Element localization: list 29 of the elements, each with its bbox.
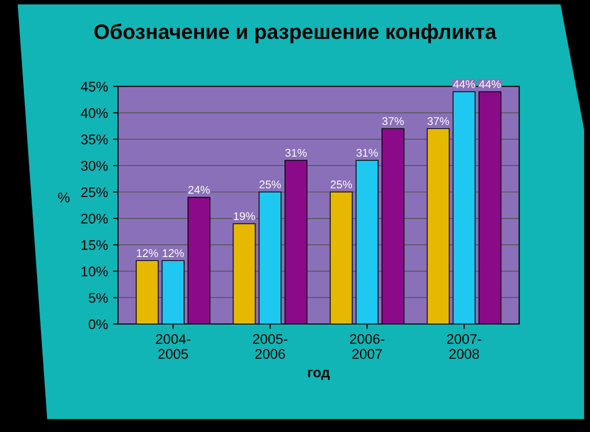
y-tick-label: 35% [81, 134, 108, 144]
y-axis-title: % [58, 192, 70, 202]
x-tick-label: 2004- 2005 [156, 334, 190, 359]
y-tick-label: 5% [88, 292, 108, 303]
data-label: 37% [382, 117, 404, 126]
y-tick-label: 10% [82, 266, 108, 276]
y-tick-label: 20% [81, 214, 108, 224]
y-tick-label: 40% [80, 108, 108, 118]
y-tick-label: 25% [81, 187, 108, 198]
data-label: 44% [479, 80, 501, 88]
x-tick-label: 2005- 2006 [253, 334, 288, 359]
data-label: 25% [260, 180, 281, 188]
y-tick-label: 30% [81, 160, 108, 171]
data-label: 31% [285, 148, 307, 157]
x-axis-title: год [308, 370, 330, 380]
x-tick-label: 2007- 2008 [447, 334, 482, 359]
data-label: 25% [330, 180, 352, 188]
y-tick-label: 15% [82, 240, 108, 250]
x-tick-label: 2006- 2007 [350, 334, 384, 359]
data-label: 12% [162, 249, 184, 258]
data-label: 31% [356, 148, 378, 157]
data-label: 44% [453, 80, 475, 88]
data-label: 37% [428, 117, 449, 126]
y-tick-label: 0% [88, 319, 108, 330]
y-tick-label: 45% [80, 82, 108, 92]
data-label: 19% [234, 212, 255, 220]
data-label: 12% [136, 249, 158, 258]
data-label: 24% [188, 186, 210, 194]
chart-title: Обозначение и разрешение конфликта [94, 24, 497, 44]
